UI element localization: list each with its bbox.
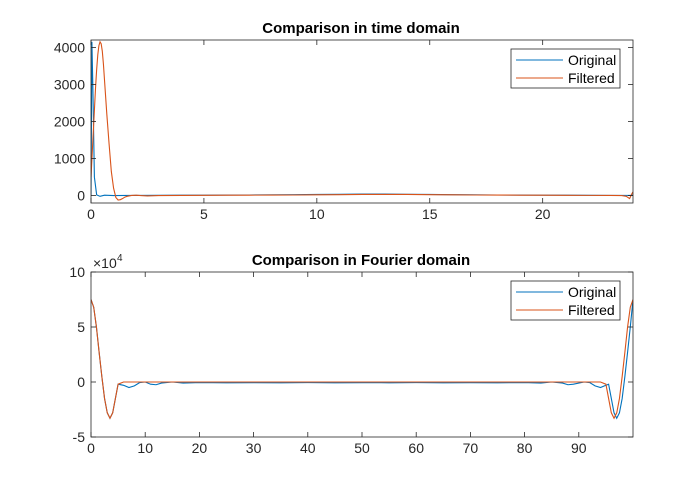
time-domain-plot: 0 5 10 15 20 0 1000 2000 3000 4000 Comparison in t… (54, 20, 634, 222)
x-tick-label: 30 (246, 440, 262, 456)
y-tick-label: -5 (73, 429, 86, 445)
series-line-filtered (91, 299, 633, 420)
legend-label-original: Original (568, 52, 616, 68)
y-tick-label: 1000 (54, 151, 85, 167)
legend (510, 280, 621, 321)
x-tick-label: 15 (422, 206, 438, 222)
y-tick-label: 0 (77, 188, 85, 204)
legend-label-filtered: Filtered (568, 302, 615, 318)
x-tick-label: 0 (87, 440, 95, 456)
x-tick-label: 20 (535, 206, 551, 222)
x-tick-label: 60 (408, 440, 424, 456)
x-tick-label: 90 (571, 440, 587, 456)
y-tick-label: 0 (77, 374, 85, 390)
chart-title: Comparison in Fourier domain (252, 252, 470, 269)
x-tick-label: 0 (87, 206, 95, 222)
x-tick-label: 10 (309, 206, 325, 222)
legend-label-original: Original (568, 284, 616, 300)
x-tick-label: 5 (200, 206, 208, 222)
series-line-filtered (91, 40, 633, 201)
y-tick-label: 2000 (54, 114, 85, 130)
y-tick-label: 4000 (54, 39, 85, 55)
x-tick-label: 50 (354, 440, 370, 456)
legend-label-filtered: Filtered (568, 70, 615, 86)
x-tick-label: 20 (192, 440, 208, 456)
y-exponent-power: 4 (117, 253, 123, 264)
x-tick-label: 80 (517, 440, 533, 456)
y-tick-label: 10 (69, 264, 85, 280)
y-tick-label: 3000 (54, 76, 85, 92)
x-tick-label: 40 (300, 440, 316, 456)
legend (510, 48, 621, 89)
y-exponent-label: ×10 (93, 255, 117, 271)
x-tick-label: 70 (463, 440, 479, 456)
y-tick-label: 5 (77, 319, 85, 335)
x-tick-label: 10 (137, 440, 153, 456)
chart-title: Comparison in time domain (262, 20, 460, 37)
